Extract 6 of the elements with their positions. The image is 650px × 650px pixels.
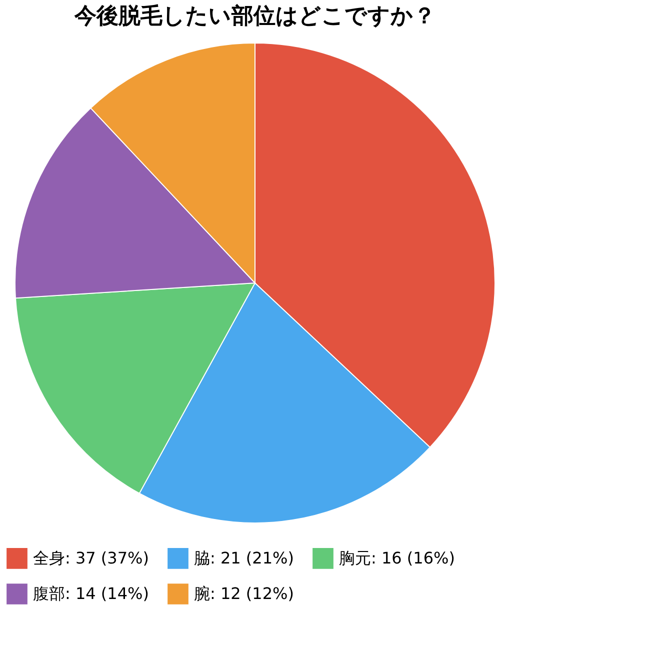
legend-label: 全身: 37 (37%) bbox=[33, 548, 149, 568]
chart-title: 今後脱毛したい部位はどこですか？ bbox=[74, 3, 436, 29]
legend-label: 腕: 12 (12%) bbox=[194, 584, 294, 603]
legend-label: 胸元: 16 (16%) bbox=[339, 548, 455, 568]
legend-label: 腹部: 14 (14%) bbox=[33, 584, 149, 603]
legend-label: 脇: 21 (21%) bbox=[194, 548, 294, 568]
